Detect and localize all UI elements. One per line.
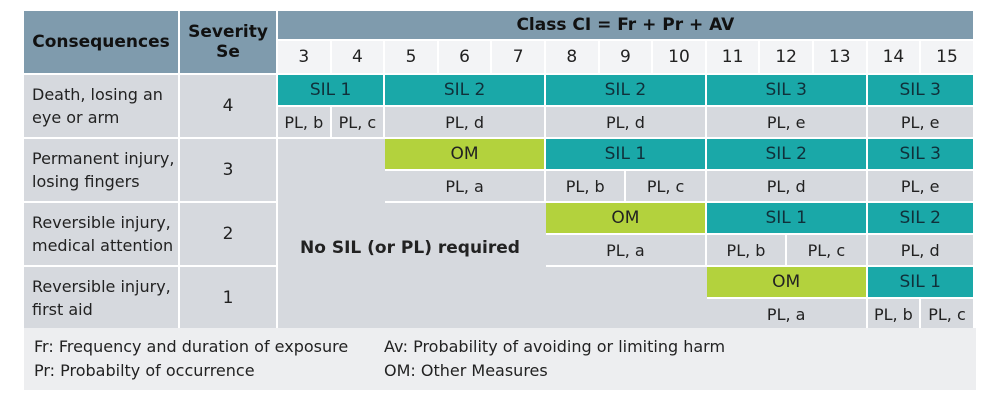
pl-cell: PL, c: [921, 299, 975, 331]
sil-cell: SIL 3: [706, 75, 868, 107]
sil-cell: SIL 2: [385, 75, 546, 107]
class-header: Class CI = Fr + Pr + AV: [278, 11, 975, 41]
legend-av: Av: Probability of avoiding or limiting …: [384, 337, 726, 356]
sil-cell: SIL 3: [867, 139, 975, 171]
pl-cell: PL, c: [626, 171, 707, 203]
severity-value: 2: [180, 203, 278, 267]
pl-cell: PL, b: [546, 171, 627, 203]
severity-value: 3: [180, 139, 278, 203]
class-number-3: 3: [278, 41, 332, 75]
pl-cell: PL, b: [867, 299, 922, 331]
om-cell: OM: [706, 267, 868, 299]
class-number-10: 10: [653, 41, 707, 75]
pl-cell: PL, a: [546, 235, 707, 267]
pl-cell: PL, b: [706, 235, 788, 267]
sil-cell: SIL 1: [867, 267, 975, 299]
consequence-label: Death, losing an eye or arm: [24, 75, 180, 139]
class-number-11: 11: [706, 41, 761, 75]
sil-cell: SIL 3: [867, 75, 975, 107]
pl-cell: PL, b: [278, 107, 332, 139]
pl-cell: PL, e: [706, 107, 868, 139]
no-sil-label: No SIL (or PL) required: [300, 238, 520, 258]
om-cell: OM: [385, 139, 546, 171]
class-number-4: 4: [331, 41, 386, 75]
severity-header: Severity Se: [180, 11, 278, 75]
class-number-7: 7: [492, 41, 546, 75]
sil-cell: SIL 1: [706, 203, 868, 235]
pl-cell: PL, a: [385, 171, 546, 203]
om-cell: OM: [546, 203, 707, 235]
pl-cell: PL, c: [331, 107, 386, 139]
pl-cell: PL, d: [867, 235, 975, 267]
sil-cell: SIL 2: [867, 203, 975, 235]
class-number-6: 6: [438, 41, 493, 75]
consequence-label: Reversible injury, first aid: [24, 267, 180, 331]
consequence-label: Reversible injury, medical attention: [24, 203, 180, 267]
pl-cell: PL, d: [546, 107, 707, 139]
legend-om: OM: Other Measures: [384, 361, 548, 380]
sil-cell: SIL 1: [278, 75, 386, 107]
class-number-8: 8: [546, 41, 600, 75]
class-number-12: 12: [760, 41, 814, 75]
pl-cell: PL, d: [706, 171, 868, 203]
pl-cell: PL, d: [385, 107, 546, 139]
sil-cell: SIL 1: [546, 139, 707, 171]
class-number-9: 9: [599, 41, 654, 75]
class-number-13: 13: [814, 41, 868, 75]
class-number-15: 15: [921, 41, 975, 75]
severity-value: 1: [180, 267, 278, 331]
consequences-header: Consequences: [24, 11, 180, 75]
pl-cell: PL, a: [706, 299, 868, 331]
severity-value: 4: [180, 75, 278, 139]
legend-pr: Pr: Probabilty of occurrence: [34, 361, 255, 380]
pl-cell: PL, e: [867, 107, 975, 139]
legend: Fr: Frequency and duration of exposure Pr…: [24, 328, 976, 390]
pl-cell: PL, e: [867, 171, 975, 203]
class-number-5: 5: [385, 41, 439, 75]
sil-cell: SIL 2: [546, 75, 707, 107]
pl-cell: PL, c: [787, 235, 868, 267]
legend-fr: Fr: Frequency and duration of exposure: [34, 337, 349, 356]
consequence-label: Permanent injury, losing fingers: [24, 139, 180, 203]
class-number-14: 14: [867, 41, 922, 75]
sil-cell: SIL 2: [706, 139, 868, 171]
